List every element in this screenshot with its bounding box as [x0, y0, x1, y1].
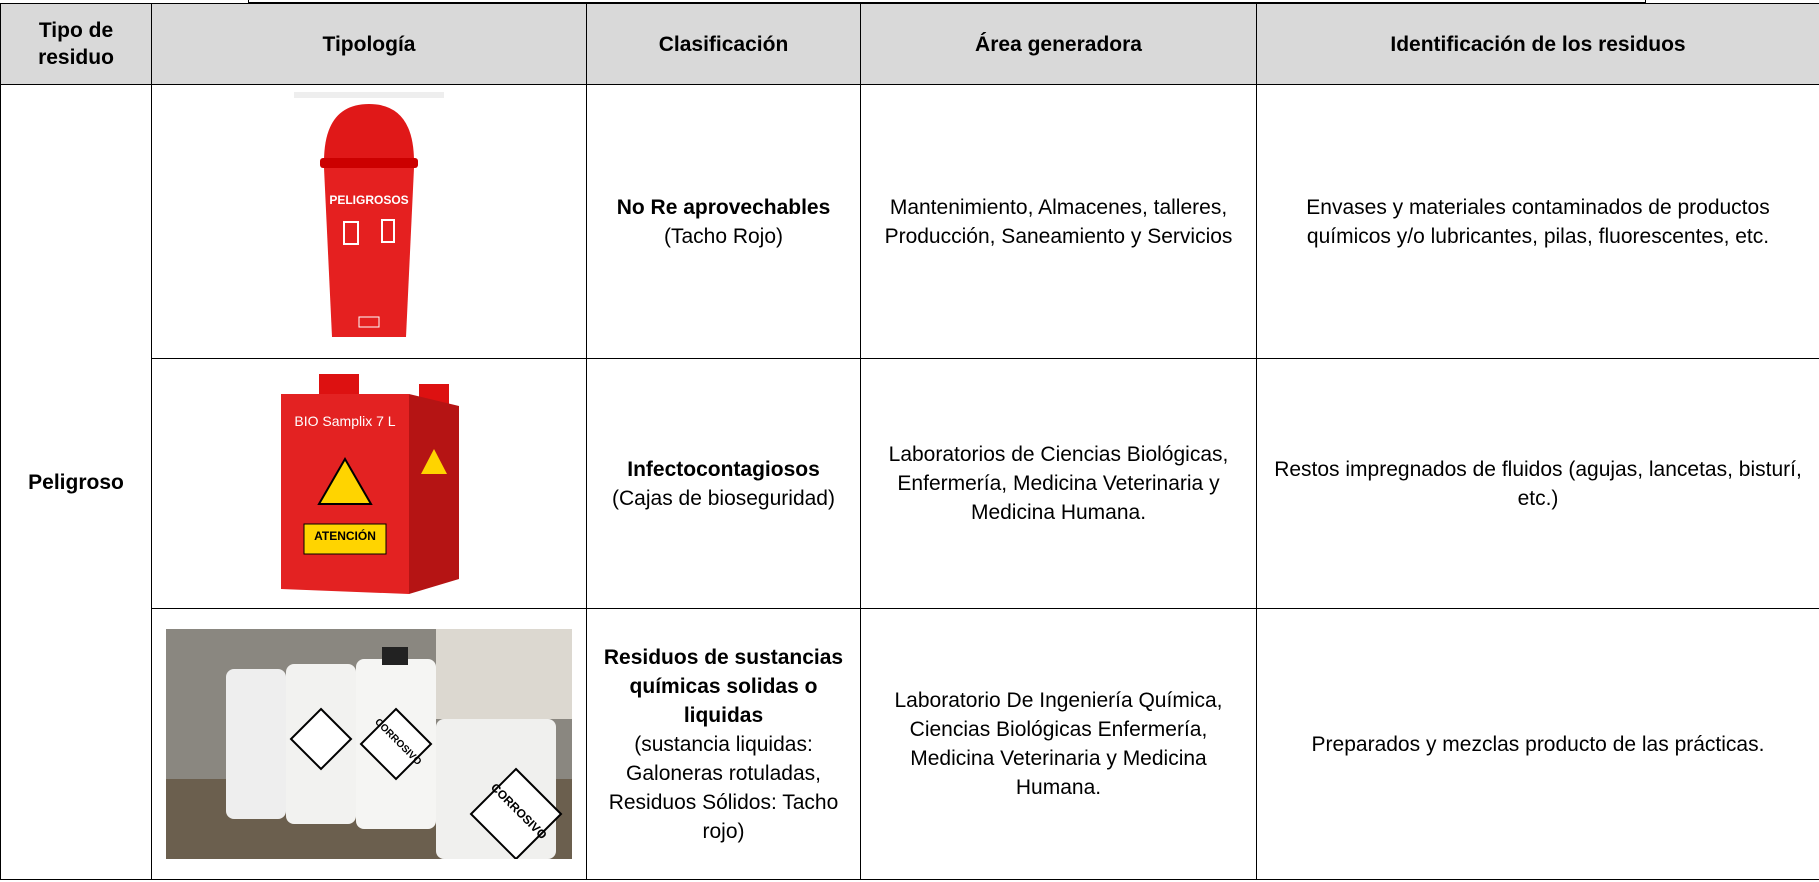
- header-cell: Clasificación: [586, 3, 861, 85]
- header-cell: Área generadora: [860, 3, 1257, 85]
- header-cell: Tipo de residuo: [0, 3, 152, 85]
- classification-note: (Tacho Rojo): [663, 224, 784, 248]
- classification-cell: Residuos de sustancias químicas solidas …: [586, 608, 861, 880]
- area-cell: Mantenimiento, Almacenes, talleres, Prod…: [860, 84, 1257, 359]
- classification-cell: Infectocontagiosos (Cajas de bioseguridad…: [586, 358, 861, 609]
- header-cell: Tipología: [151, 3, 587, 85]
- image-cell: PELIGROSOS: [151, 84, 587, 359]
- identification-cell: Restos impregnados de fluidos (agujas, l…: [1256, 358, 1819, 609]
- red-box-image: BIO Samplix 7 L ATENCIÓN: [281, 373, 459, 594]
- header-row: Tipo de residuo Tipología Clasificación …: [0, 3, 1819, 85]
- area-cell: Laboratorios de Ciencias Biológicas, Enf…: [860, 358, 1257, 609]
- classification-note: (Cajas de bioseguridad): [612, 486, 835, 510]
- classification: Residuos de sustancias químicas solidas …: [603, 645, 844, 727]
- classification: Infectocontagiosos: [627, 457, 820, 481]
- identification-cell: Envases y materiales contaminados de pro…: [1256, 84, 1819, 359]
- chemical-jugs-photo: CORROSIVO CORROSIVO: [166, 629, 572, 859]
- classification-note: (sustancia liquidas: Galoneras rotuladas…: [608, 732, 839, 843]
- image-label: BIO Samplix 7 L: [294, 413, 395, 429]
- header-cell: Identificación de los residuos: [1256, 3, 1819, 85]
- red-bin-image: PELIGROSOS: [294, 91, 444, 337]
- waste-type-cell: Peligroso: [0, 84, 152, 880]
- row: BIO Samplix 7 L ATENCIÓN Infectocontagio…: [1, 358, 1819, 609]
- area-cell: Laboratorio De Ingeniería Química, Cienc…: [860, 608, 1257, 880]
- row: Peligroso PELIGROSOS No Re aprovechables…: [0, 84, 1819, 880]
- identification-cell: Preparados y mezclas producto de las prá…: [1256, 608, 1819, 880]
- image-label: PELIGROSOS: [329, 193, 408, 207]
- previous-row-border: [248, 0, 1646, 3]
- image-cell: BIO Samplix 7 L ATENCIÓN: [151, 358, 587, 609]
- classification: No Re aprovechables: [616, 195, 831, 219]
- row: CORROSIVO CORROSIVO Residuos de sustanci…: [1, 608, 1819, 880]
- image-label: ATENCIÓN: [314, 528, 376, 543]
- image-cell: CORROSIVO CORROSIVO: [151, 608, 587, 880]
- classification-cell: No Re aprovechables (Tacho Rojo): [586, 84, 861, 359]
- waste-table: Tipo de residuo Tipología Clasificación …: [0, 3, 1819, 880]
